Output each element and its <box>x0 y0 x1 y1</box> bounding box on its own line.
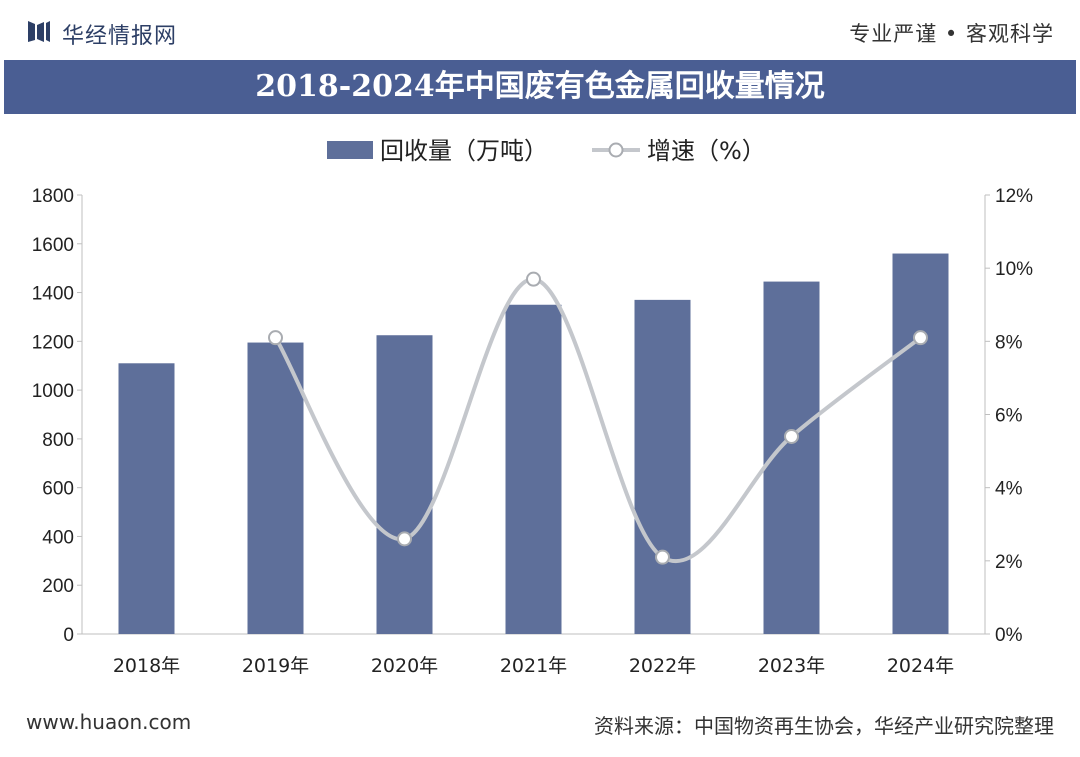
growth-point-4 <box>655 549 670 565</box>
left-tick-label: 1400 <box>32 284 74 305</box>
left-tick-label: 400 <box>42 527 74 548</box>
right-tick-label: 10% <box>995 259 1033 280</box>
growth-point-1 <box>268 330 283 346</box>
legend-line-marker <box>608 142 624 158</box>
bar-4 <box>505 304 562 634</box>
left-tick-label: 200 <box>42 576 74 597</box>
growth-point-5 <box>784 428 799 444</box>
x-tick-label: 2024年 <box>887 655 954 677</box>
legend-bar-swatch <box>327 141 373 159</box>
right-tick-label: 4% <box>995 479 1023 500</box>
left-tick-label: 1800 <box>32 186 74 207</box>
growth-point-6 <box>913 330 928 346</box>
chart: 0 200 400 600 800 1000 1200 1400 1600 1800 0% 2% 4% 6… <box>32 137 1033 677</box>
x-tick-label: 2018年 <box>113 655 180 677</box>
right-tick-label: 8% <box>995 332 1023 353</box>
left-tick-label: 0 <box>63 625 74 646</box>
footer-source: 资料来源：中国物资再生协会，华经产业研究院整理 <box>594 714 1054 738</box>
bar-5 <box>634 299 691 634</box>
footer-url[interactable]: www.huaon.com <box>26 710 192 734</box>
slogan: 专业严谨 • 客观科学 <box>849 22 1054 46</box>
right-tick-label: 12% <box>995 186 1033 207</box>
left-tick-label: 800 <box>42 430 74 451</box>
left-tick-label: 1000 <box>32 381 74 402</box>
huajing-logo-icon <box>28 21 50 42</box>
bar-3 <box>376 335 433 634</box>
right-tick-label: 6% <box>995 406 1023 427</box>
bar-1 <box>118 363 175 634</box>
bar-7 <box>892 253 949 635</box>
x-tick-label: 2022年 <box>629 655 696 677</box>
bar-2 <box>247 342 304 634</box>
top-bar: 华经情报网 专业严谨 • 客观科学 <box>0 0 1080 58</box>
right-tick-label: 0% <box>995 625 1023 646</box>
title-band: 2018-2024年中国废有色金属回收量情况 <box>4 60 1076 114</box>
footer: www.huaon.com 资料来源：中国物资再生协会，华经产业研究院整理 <box>0 700 1080 750</box>
chart-title: 2018-2024年中国废有色金属回收量情况 <box>255 69 825 104</box>
legend-line-label: 增速（%） <box>647 137 766 165</box>
left-tick-label: 1600 <box>32 235 74 256</box>
right-tick-label: 2% <box>995 552 1023 573</box>
left-tick-label: 1200 <box>32 332 74 353</box>
x-tick-label: 2020年 <box>371 655 438 677</box>
x-tick-label: 2021年 <box>500 655 567 677</box>
left-tick-label: 600 <box>42 479 74 500</box>
growth-line <box>273 277 922 564</box>
growth-point-3 <box>526 271 541 287</box>
legend-bar-label: 回收量（万吨） <box>380 137 548 165</box>
growth-point-2 <box>397 531 412 547</box>
x-tick-label: 2019年 <box>242 655 309 677</box>
brand-name: 华经情报网 <box>62 24 178 49</box>
x-tick-label: 2023年 <box>758 655 825 677</box>
